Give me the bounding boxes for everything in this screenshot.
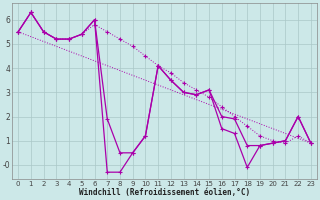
X-axis label: Windchill (Refroidissement éolien,°C): Windchill (Refroidissement éolien,°C) [79,188,250,197]
